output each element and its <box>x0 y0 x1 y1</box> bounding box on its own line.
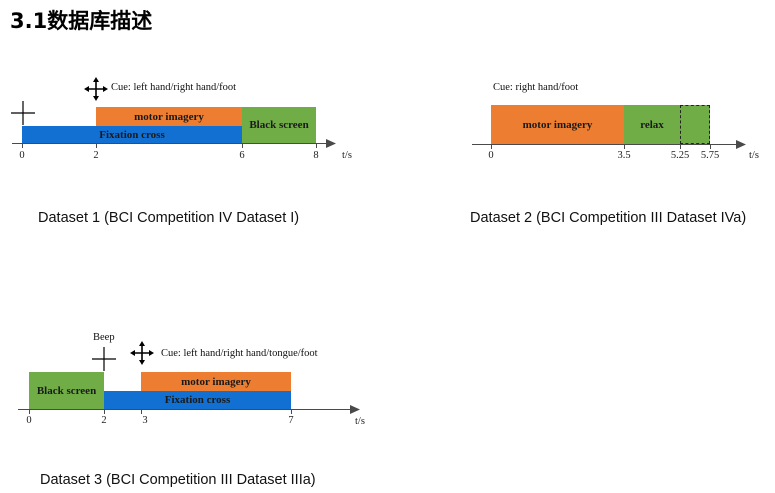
black-screen-block: Black screen <box>29 372 104 409</box>
tick-label: 6 <box>239 150 245 161</box>
tick-label: 3.5 <box>617 150 631 161</box>
caption-dataset-3: Dataset 3 (BCI Competition III Dataset I… <box>40 472 316 488</box>
tick-label: 3 <box>142 415 148 426</box>
fixation-cross-icon <box>11 101 35 125</box>
motor-imagery-block: motor imagery <box>96 107 242 126</box>
motor-imagery-block: motor imagery <box>141 372 291 391</box>
tick-label: 0 <box>19 150 25 161</box>
axis-unit: t/s <box>749 150 759 161</box>
time-axis <box>472 144 740 145</box>
axis-arrow-icon <box>326 139 336 148</box>
tick-label: 2 <box>93 150 99 161</box>
tick <box>141 409 142 414</box>
cue-label: Cue: left hand/right hand/foot <box>111 82 237 93</box>
four-way-arrow-icon <box>130 341 154 365</box>
axis-arrow-icon <box>736 140 746 149</box>
tick <box>316 143 317 148</box>
tick <box>242 143 243 148</box>
tick <box>29 409 30 414</box>
axis-arrow-icon <box>350 405 360 414</box>
axis-unit: t/s <box>342 150 352 161</box>
tick <box>22 143 23 148</box>
axis-unit: t/s <box>355 416 365 427</box>
tick-label: 5.75 <box>700 150 720 161</box>
time-axis <box>12 143 330 144</box>
variable-break-block <box>680 105 710 144</box>
tick-label: 0 <box>26 415 32 426</box>
tick-label: 7 <box>288 415 294 426</box>
caption-dataset-1: Dataset 1 (BCI Competition IV Dataset I) <box>38 210 300 226</box>
tick <box>491 144 492 149</box>
time-axis <box>18 409 354 410</box>
fixation-cross-block: Fixation cross <box>104 391 291 409</box>
tick <box>624 144 625 149</box>
tick <box>291 409 292 414</box>
four-way-arrow-icon <box>84 77 108 101</box>
black-screen-block: Black screen <box>242 107 316 143</box>
section-heading: 3.1数据库描述 <box>10 9 153 33</box>
fixation-cross-icon <box>92 347 116 371</box>
tick <box>680 144 681 149</box>
tick <box>104 409 105 414</box>
tick <box>710 144 711 149</box>
caption-dataset-2: Dataset 2 (BCI Competition III Dataset I… <box>470 210 747 226</box>
tick <box>96 143 97 148</box>
tick-label: 0 <box>488 150 494 161</box>
beep-label: Beep <box>93 332 115 343</box>
tick-label: 8 <box>313 150 319 161</box>
motor-imagery-block: motor imagery <box>491 105 624 144</box>
fixation-cross-block: Fixation cross <box>22 126 242 143</box>
cue-label: Cue: left hand/right hand/tongue/foot <box>161 348 318 359</box>
tick-label: 5.25 <box>670 150 690 161</box>
cue-label: Cue: right hand/foot <box>493 82 579 93</box>
relax-block: relax <box>624 105 680 144</box>
tick-label: 2 <box>101 415 107 426</box>
